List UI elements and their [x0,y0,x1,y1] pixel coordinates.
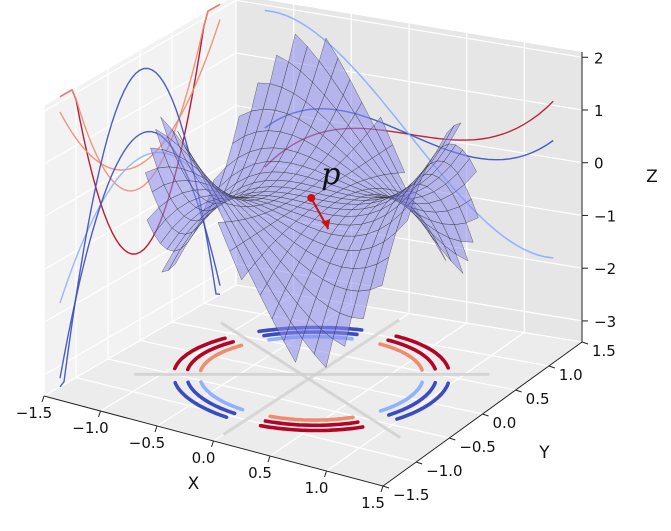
x-tick-label: 0.0 [192,449,216,467]
z-tick-label: −3 [594,313,616,331]
x-tick-label: −1.5 [16,404,52,422]
point-dot [307,194,315,202]
x-tick-label: −0.5 [129,434,165,452]
z-tick-label: 2 [594,49,604,67]
z-tick-label: 0 [594,155,604,173]
y-tick-mark [483,414,489,416]
z-tick-label: −2 [594,260,616,278]
y-tick-mark [383,486,389,488]
x-tick-mark [155,426,157,432]
point-label: p [321,157,340,192]
x-tick-label: 0.5 [248,464,272,482]
y-tick-label: −1.0 [426,462,462,480]
x-tick-label: 1.5 [361,494,385,512]
y-tick-mark [582,342,588,344]
z-axis-label: Z [646,167,658,187]
x-tick-label: −1.0 [72,419,108,437]
x-tick-mark [42,396,44,402]
x-tick-mark [325,471,327,477]
y-tick-mark [416,462,422,464]
y-tick-label: −0.5 [459,438,495,456]
y-tick-label: 0.0 [493,414,517,432]
x-axis-label: X [188,474,200,494]
y-tick-label: −1.5 [393,486,429,504]
z-tick-label: −1 [594,207,616,225]
y-tick-mark [449,438,455,440]
y-tick-label: 1.0 [559,366,583,384]
z-tick-label: 1 [594,102,604,120]
y-tick-label: 0.5 [526,390,550,408]
x-tick-mark [268,456,270,462]
x-tick-mark [381,486,383,492]
y-tick-mark [516,390,522,392]
y-tick-mark [549,366,555,368]
y-tick-label: 1.5 [592,342,616,360]
x-tick-label: 1.0 [305,479,329,497]
y-axis-label: Y [538,443,550,463]
x-tick-mark [99,411,101,417]
x-tick-mark [212,441,214,447]
